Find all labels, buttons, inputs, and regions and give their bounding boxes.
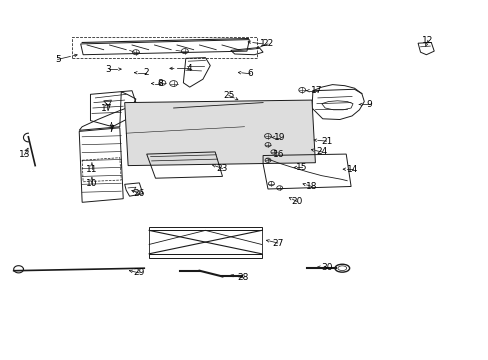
- Text: 27: 27: [271, 238, 283, 248]
- Text: 23: 23: [216, 164, 228, 173]
- Text: 17: 17: [310, 86, 322, 95]
- Text: 22: 22: [262, 40, 273, 49]
- Text: 7: 7: [108, 125, 114, 134]
- Text: 30: 30: [320, 263, 332, 271]
- Text: 18: 18: [305, 182, 317, 191]
- Text: 6: 6: [247, 69, 253, 78]
- Text: 10: 10: [86, 179, 98, 188]
- Text: 26: 26: [133, 189, 145, 198]
- Text: 9: 9: [366, 100, 372, 109]
- Text: 3: 3: [105, 65, 111, 74]
- Text: 11: 11: [86, 165, 98, 174]
- Text: 25: 25: [223, 91, 234, 100]
- Text: 12: 12: [421, 36, 433, 45]
- Text: 4: 4: [186, 64, 192, 73]
- Text: 8: 8: [157, 79, 163, 88]
- Text: 5: 5: [55, 55, 61, 64]
- Text: 17: 17: [101, 104, 112, 113]
- Text: 2: 2: [142, 68, 148, 77]
- Bar: [149, 254, 261, 258]
- Text: 16: 16: [272, 150, 284, 158]
- Text: 15: 15: [296, 163, 307, 172]
- Text: 29: 29: [133, 269, 145, 277]
- Text: 14: 14: [346, 165, 358, 174]
- Text: 21: 21: [320, 136, 332, 145]
- Bar: [149, 227, 261, 230]
- Text: 1: 1: [260, 40, 265, 49]
- Text: 13: 13: [19, 150, 30, 159]
- Text: 24: 24: [315, 148, 327, 156]
- Polygon shape: [124, 100, 315, 166]
- Text: 19: 19: [273, 133, 285, 142]
- Text: 28: 28: [237, 274, 249, 282]
- Text: 20: 20: [291, 197, 303, 206]
